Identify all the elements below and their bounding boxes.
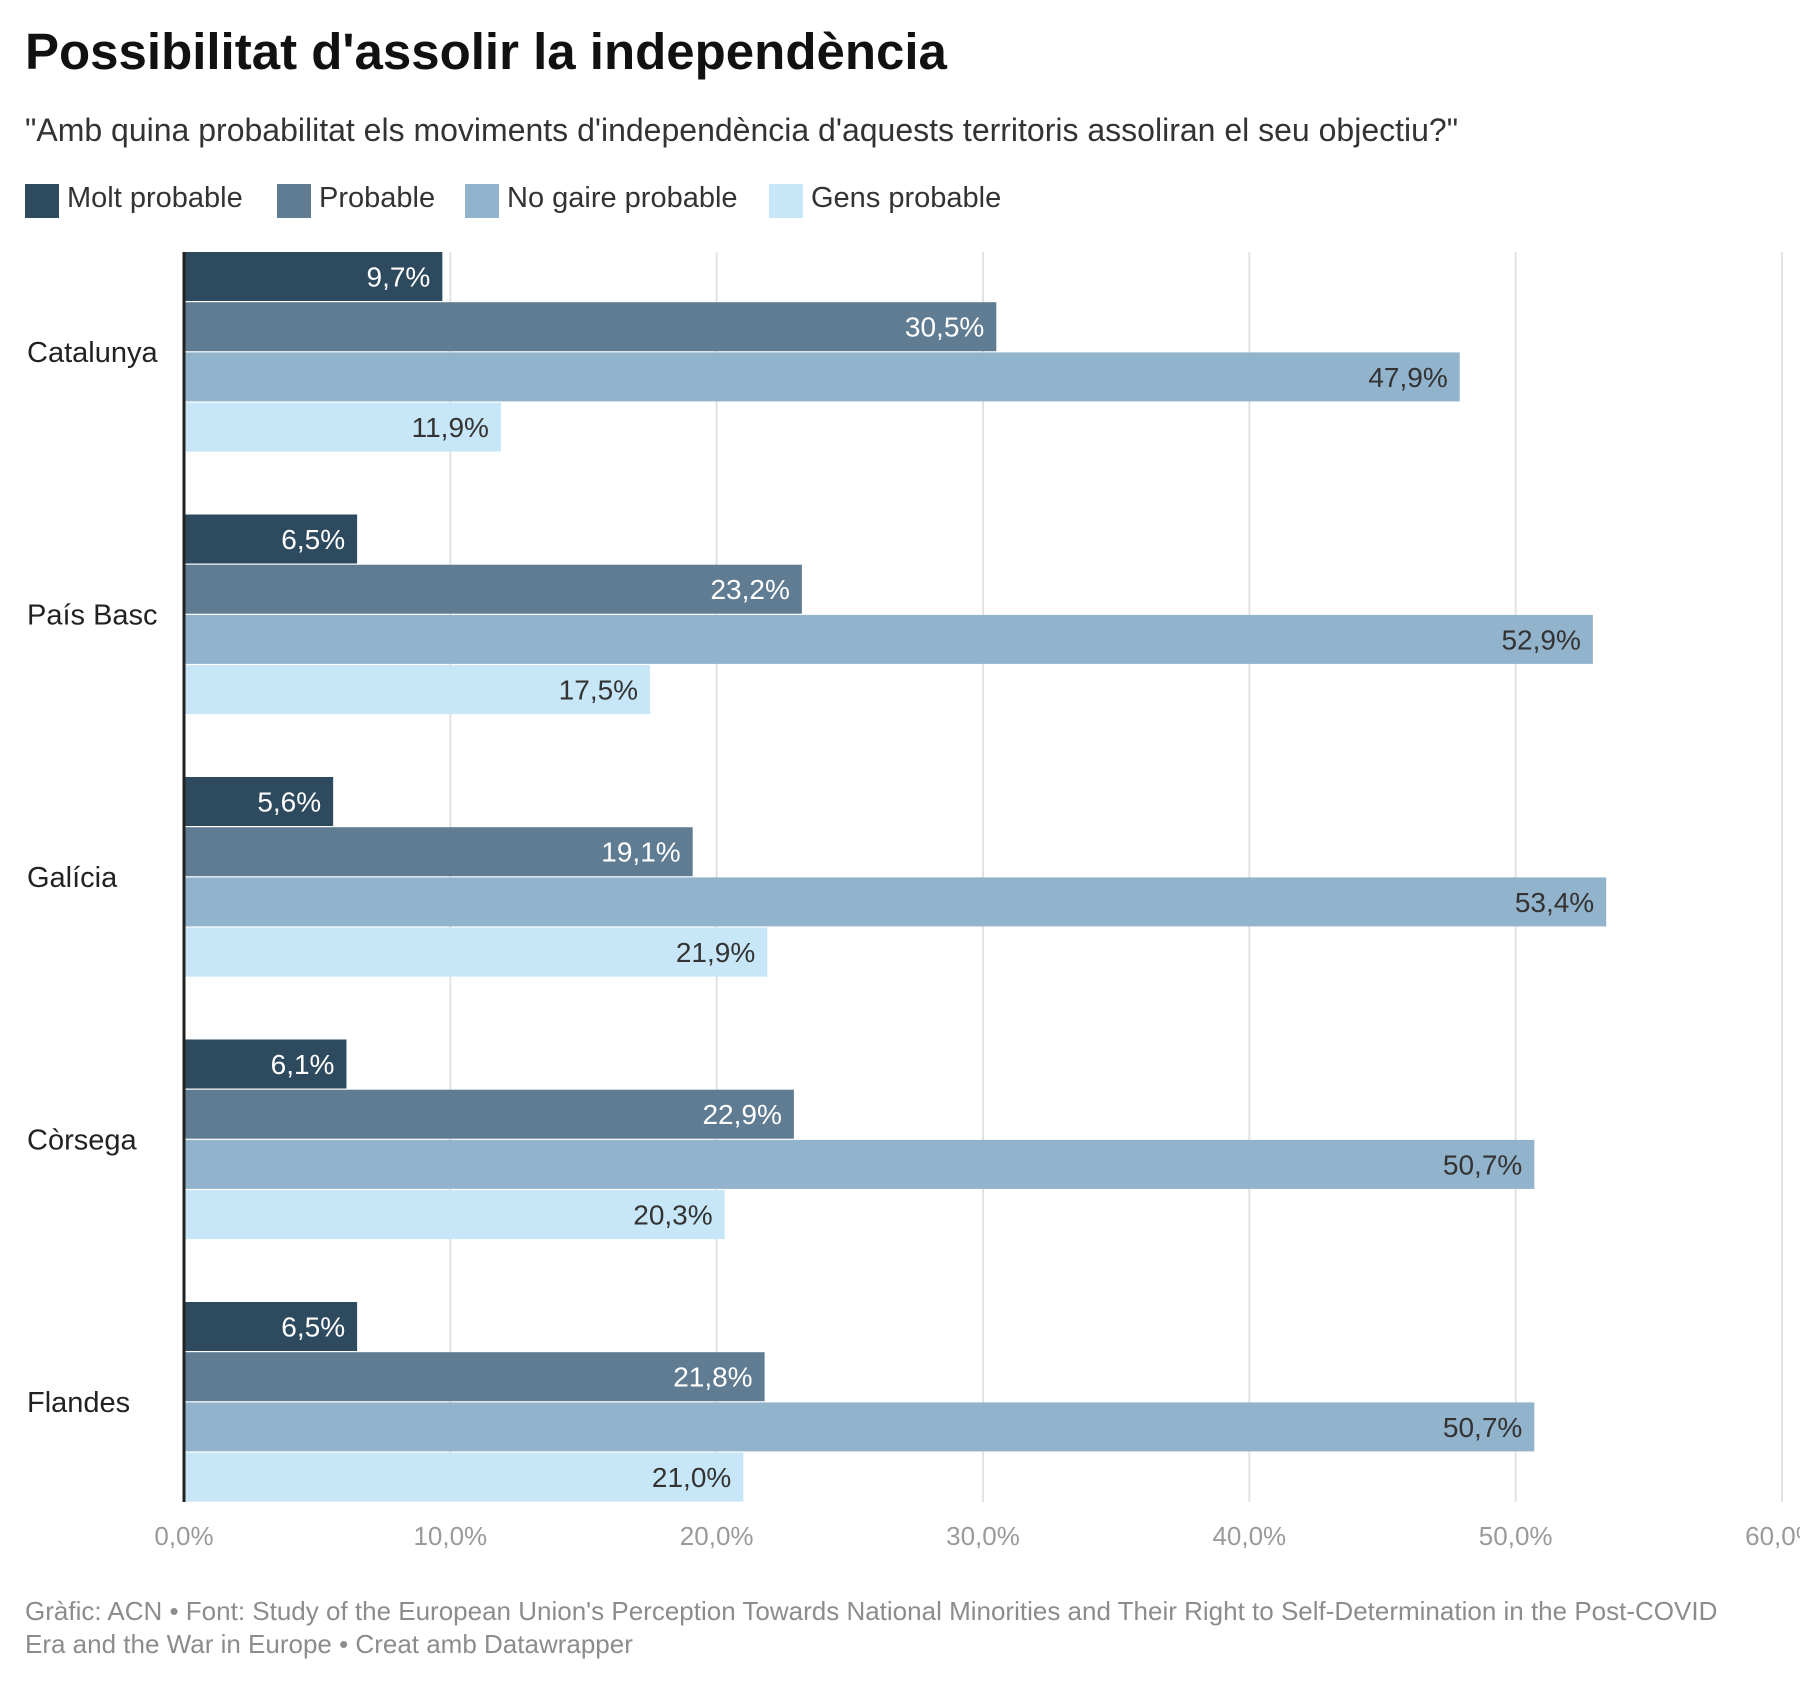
value-label-catalunya-molt-probable: 9,7%: [367, 262, 431, 293]
legend-label-probable: Probable: [319, 182, 436, 214]
bar-corsega-molt-probable: [184, 1039, 347, 1089]
value-label-pais-basc-gens-probable: 17,5%: [559, 675, 638, 706]
value-label-corsega-gens-probable: 20,3%: [633, 1200, 712, 1231]
value-label-catalunya-gens-probable: 11,9%: [412, 412, 489, 443]
legend-label-no-gaire-probable: No gaire probable: [507, 182, 738, 214]
legend-label-molt-probable: Molt probable: [67, 182, 243, 214]
bar-flandes-no-gaire-probable: [184, 1402, 1535, 1452]
bar-galicia-molt-probable: [184, 777, 334, 826]
x-tick-label-60: 60,0%: [1745, 1521, 1800, 1551]
bar-galicia-no-gaire-probable: [184, 877, 1607, 927]
bar-corsega-no-gaire-probable: [184, 1139, 1535, 1189]
value-label-corsega-no-gaire-probable: 50,7%: [1443, 1149, 1522, 1180]
x-tick-label-20: 20,0%: [680, 1521, 754, 1551]
bar-catalunya-gens-probable: [184, 402, 501, 452]
value-label-catalunya-no-gaire-probable: 47,9%: [1368, 362, 1447, 393]
legend-swatch-gens-probable: [769, 184, 803, 218]
value-label-flandes-gens-probable: 21,0%: [652, 1462, 731, 1493]
value-label-flandes-probable: 21,8%: [673, 1362, 752, 1393]
bar-pais-basc-probable: [184, 564, 802, 614]
value-label-corsega-probable: 22,9%: [702, 1099, 781, 1130]
x-tick-label-30: 30,0%: [946, 1521, 1020, 1551]
chart-title: Possibilitat d'assolir la independència: [25, 23, 947, 80]
x-tick-label-40: 40,0%: [1212, 1521, 1286, 1551]
bar-corsega-gens-probable: [184, 1190, 725, 1240]
legend-label-gens-probable: Gens probable: [811, 182, 1002, 214]
value-label-galicia-probable: 19,1%: [601, 837, 680, 868]
bar-pais-basc-no-gaire-probable: [184, 614, 1593, 664]
value-label-galicia-gens-probable: 21,9%: [676, 937, 755, 968]
x-tick-label-10: 10,0%: [413, 1521, 487, 1551]
bar-galicia-gens-probable: [184, 927, 768, 977]
value-label-galicia-molt-probable: 5,6%: [257, 787, 321, 818]
bar-flandes-probable: [184, 1352, 765, 1402]
bar-corsega-probable: [184, 1089, 794, 1139]
value-label-pais-basc-probable: 23,2%: [710, 574, 789, 605]
legend-swatch-probable: [277, 184, 311, 218]
bar-pais-basc-molt-probable: [184, 514, 358, 564]
value-label-corsega-molt-probable: 6,1%: [271, 1049, 335, 1080]
bar-flandes-gens-probable: [184, 1452, 744, 1502]
value-label-flandes-no-gaire-probable: 50,7%: [1443, 1412, 1522, 1443]
bar-catalunya-no-gaire-probable: [184, 352, 1460, 402]
chart-subtitle: "Amb quina probabilitat els moviments d'…: [25, 112, 1459, 148]
category-label-flandes: Flandes: [27, 1387, 130, 1419]
value-label-pais-basc-molt-probable: 6,5%: [281, 524, 345, 555]
value-label-flandes-molt-probable: 6,5%: [281, 1312, 345, 1343]
category-label-catalunya: Catalunya: [27, 337, 158, 369]
value-label-catalunya-probable: 30,5%: [905, 312, 984, 343]
bar-galicia-probable: [184, 827, 693, 877]
bar-catalunya-probable: [184, 302, 997, 352]
legend-swatch-no-gaire-probable: [465, 184, 499, 218]
chart-footer: Gràfic: ACN • Font: Study of the Europea…: [25, 1596, 1718, 1659]
value-label-galicia-no-gaire-probable: 53,4%: [1515, 887, 1594, 918]
value-label-pais-basc-no-gaire-probable: 52,9%: [1501, 624, 1580, 655]
x-tick-label-0: 0,0%: [154, 1521, 213, 1551]
legend-swatch-molt-probable: [25, 184, 59, 218]
x-tick-label-50: 50,0%: [1479, 1521, 1553, 1551]
category-label-corsega: Còrsega: [27, 1124, 137, 1156]
bar-catalunya-molt-probable: [184, 252, 443, 301]
bar-pais-basc-gens-probable: [184, 665, 651, 715]
category-label-pais-basc: País Basc: [27, 599, 158, 631]
bar-flandes-molt-probable: [184, 1302, 358, 1351]
category-label-galicia: Galícia: [27, 862, 118, 894]
